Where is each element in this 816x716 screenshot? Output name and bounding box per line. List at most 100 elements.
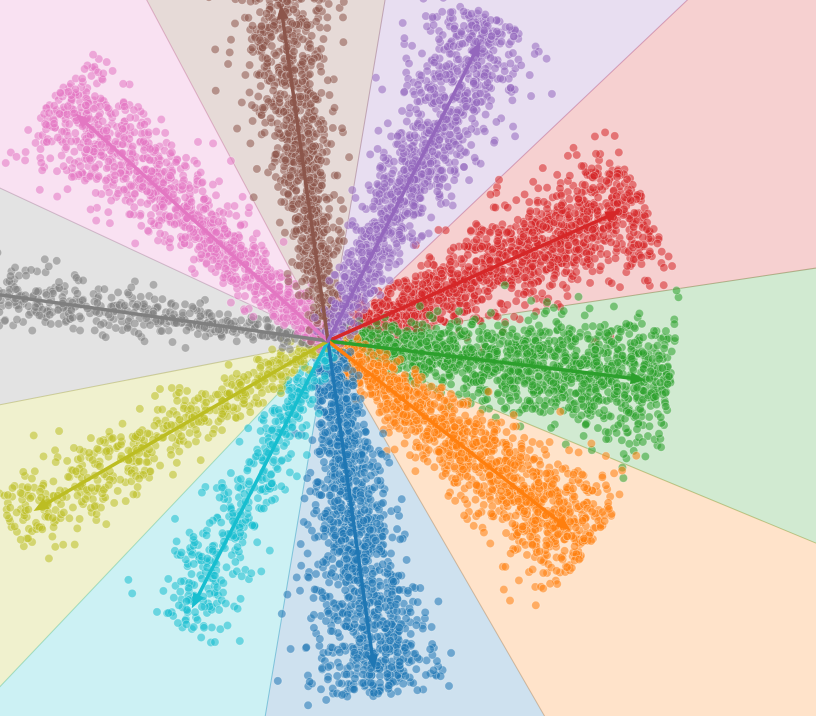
data-point	[473, 388, 483, 398]
data-point	[534, 546, 545, 557]
data-point	[590, 345, 601, 355]
data-point	[524, 396, 535, 406]
data-point	[564, 194, 575, 204]
data-point	[540, 401, 550, 411]
data-point	[349, 684, 359, 695]
data-point	[614, 147, 624, 157]
data-point	[462, 472, 473, 482]
data-point	[610, 131, 620, 141]
data-point	[426, 622, 437, 632]
data-point	[410, 364, 420, 375]
data-point	[392, 524, 402, 534]
data-point	[628, 222, 639, 232]
data-point	[636, 252, 647, 262]
data-point	[519, 189, 530, 199]
data-point	[645, 246, 655, 257]
data-point	[621, 319, 631, 329]
data-point	[510, 460, 520, 470]
data-point	[527, 564, 538, 575]
data-point	[618, 473, 629, 483]
data-point	[579, 378, 589, 388]
data-point	[540, 252, 550, 262]
data-point	[519, 289, 529, 299]
data-point	[494, 175, 504, 185]
data-point	[601, 451, 611, 461]
data-point	[590, 243, 600, 253]
data-point	[573, 194, 584, 204]
data-point	[541, 540, 551, 550]
data-point	[479, 434, 489, 444]
data-point	[492, 236, 502, 246]
data-point	[460, 326, 470, 336]
data-point	[429, 462, 439, 472]
data-point	[469, 521, 479, 531]
data-point	[512, 331, 522, 341]
data-point	[568, 483, 578, 494]
data-point	[622, 174, 632, 184]
data-point	[559, 546, 570, 556]
data-point	[513, 215, 523, 225]
data-point	[595, 322, 605, 332]
data-point	[612, 172, 622, 182]
data-point	[602, 328, 612, 338]
data-point	[499, 584, 509, 595]
data-point	[446, 648, 456, 658]
data-point	[564, 445, 574, 455]
data-point	[582, 207, 593, 217]
data-point	[454, 306, 464, 316]
data-point	[588, 233, 598, 243]
data-point	[508, 433, 518, 443]
data-point	[519, 506, 530, 516]
data-point	[439, 362, 450, 372]
data-point	[367, 330, 377, 340]
data-point	[589, 401, 599, 411]
data-point	[541, 468, 551, 479]
data-point	[490, 203, 500, 213]
data-point	[528, 286, 538, 296]
data-point	[591, 149, 601, 159]
data-point	[576, 394, 587, 404]
data-point	[459, 510, 469, 521]
data-point	[452, 269, 463, 279]
data-point	[638, 348, 648, 358]
data-point	[417, 372, 427, 382]
data-point	[509, 410, 519, 420]
data-point	[515, 452, 526, 462]
data-point	[392, 504, 402, 514]
data-point	[467, 319, 477, 329]
data-point	[534, 371, 544, 382]
data-point	[455, 399, 465, 409]
data-point	[474, 334, 485, 344]
data-point	[651, 391, 661, 401]
data-point	[533, 267, 543, 277]
data-point	[577, 469, 587, 480]
data-point	[633, 239, 644, 249]
data-point	[597, 472, 608, 482]
data-point	[563, 240, 573, 251]
data-point	[482, 394, 492, 404]
data-point	[557, 393, 568, 403]
data-point	[632, 383, 642, 393]
data-point	[430, 427, 440, 438]
data-point	[569, 491, 580, 502]
data-point	[634, 308, 645, 319]
data-point	[643, 276, 653, 286]
data-point	[315, 634, 325, 644]
data-point	[644, 421, 655, 431]
data-point	[547, 489, 557, 499]
data-point	[383, 412, 393, 423]
data-point	[426, 406, 436, 416]
data-point	[572, 186, 583, 196]
data-point	[398, 294, 408, 305]
data-point	[508, 421, 519, 432]
data-point	[611, 191, 622, 201]
data-point	[470, 426, 480, 436]
data-point	[463, 262, 474, 272]
data-point	[442, 301, 452, 311]
data-point	[463, 250, 473, 260]
data-point	[539, 494, 549, 504]
data-point	[556, 200, 566, 210]
data-point	[607, 365, 618, 375]
data-point	[583, 333, 593, 344]
data-point	[556, 322, 566, 332]
